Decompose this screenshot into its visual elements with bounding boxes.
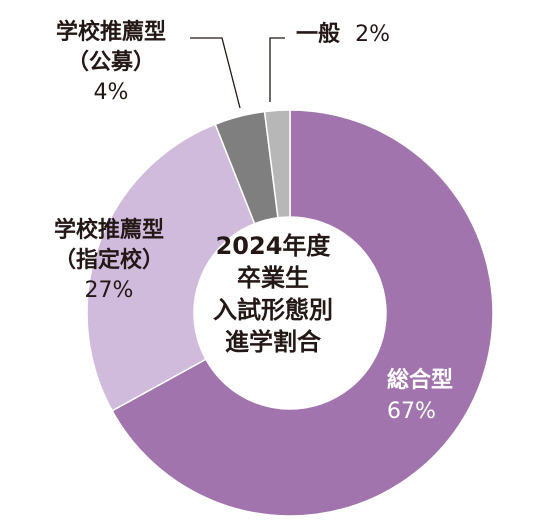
slice-label-name: 学校推薦型 [55, 20, 166, 45]
slice-shiteiko [86, 123, 256, 412]
slice-ippan [263, 109, 291, 219]
slice-label-kobo: 学校推薦型 （公募） 4% [36, 22, 186, 104]
slice-label-name: 一般 [296, 22, 341, 47]
slice-sogo [111, 109, 494, 517]
slice-label-value: 2% [355, 22, 391, 47]
title-line: 2024年度 [215, 232, 331, 260]
leader-line-ippan [269, 37, 285, 102]
leader-line-kobo [190, 37, 241, 109]
title-line: 入試形態別 [213, 296, 333, 324]
slice-label-ippan: 一般 2% [296, 24, 390, 46]
chart-title: 2024年度 卒業生 入試形態別 進学割合 [178, 230, 368, 358]
slice-label-name: （指定校） [53, 248, 164, 273]
title-line: 進学割合 [225, 328, 321, 356]
slice-label-sogo: 総合型 67% [387, 370, 453, 423]
slice-label-name: （公募） [66, 50, 155, 75]
slice-label-name: 学校推薦型 [53, 218, 164, 243]
title-line: 卒業生 [237, 264, 309, 292]
slice-label-name: 総合型 [387, 368, 454, 393]
slice-label-value: 4% [93, 80, 129, 105]
slice-label-shiteiko: 学校推薦型 （指定校） 27% [34, 220, 184, 302]
slice-label-value: 67% [387, 399, 436, 424]
slice-label-value: 27% [84, 278, 134, 303]
